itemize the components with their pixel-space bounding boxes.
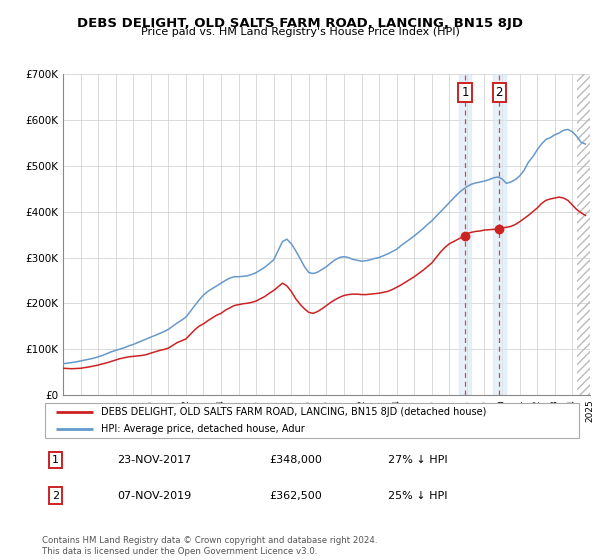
- Text: 2: 2: [496, 86, 503, 99]
- Text: 25% ↓ HPI: 25% ↓ HPI: [388, 491, 447, 501]
- Text: Price paid vs. HM Land Registry's House Price Index (HPI): Price paid vs. HM Land Registry's House …: [140, 27, 460, 37]
- Text: 07-NOV-2019: 07-NOV-2019: [118, 491, 192, 501]
- Text: 1: 1: [52, 455, 59, 465]
- FancyBboxPatch shape: [45, 403, 580, 438]
- Text: £362,500: £362,500: [269, 491, 322, 501]
- Text: 1: 1: [461, 86, 469, 99]
- Text: HPI: Average price, detached house, Adur: HPI: Average price, detached house, Adur: [101, 424, 305, 435]
- Bar: [493, 74, 506, 395]
- Bar: [459, 74, 471, 395]
- Bar: [577, 74, 590, 395]
- Text: £348,000: £348,000: [269, 455, 322, 465]
- Text: Contains HM Land Registry data © Crown copyright and database right 2024.
This d: Contains HM Land Registry data © Crown c…: [42, 536, 377, 556]
- Text: 23-NOV-2017: 23-NOV-2017: [118, 455, 192, 465]
- Text: DEBS DELIGHT, OLD SALTS FARM ROAD, LANCING, BN15 8JD (detached house): DEBS DELIGHT, OLD SALTS FARM ROAD, LANCI…: [101, 407, 487, 417]
- Text: 27% ↓ HPI: 27% ↓ HPI: [388, 455, 447, 465]
- Text: DEBS DELIGHT, OLD SALTS FARM ROAD, LANCING, BN15 8JD: DEBS DELIGHT, OLD SALTS FARM ROAD, LANCI…: [77, 17, 523, 30]
- Text: 2: 2: [52, 491, 59, 501]
- Bar: [577, 74, 590, 395]
